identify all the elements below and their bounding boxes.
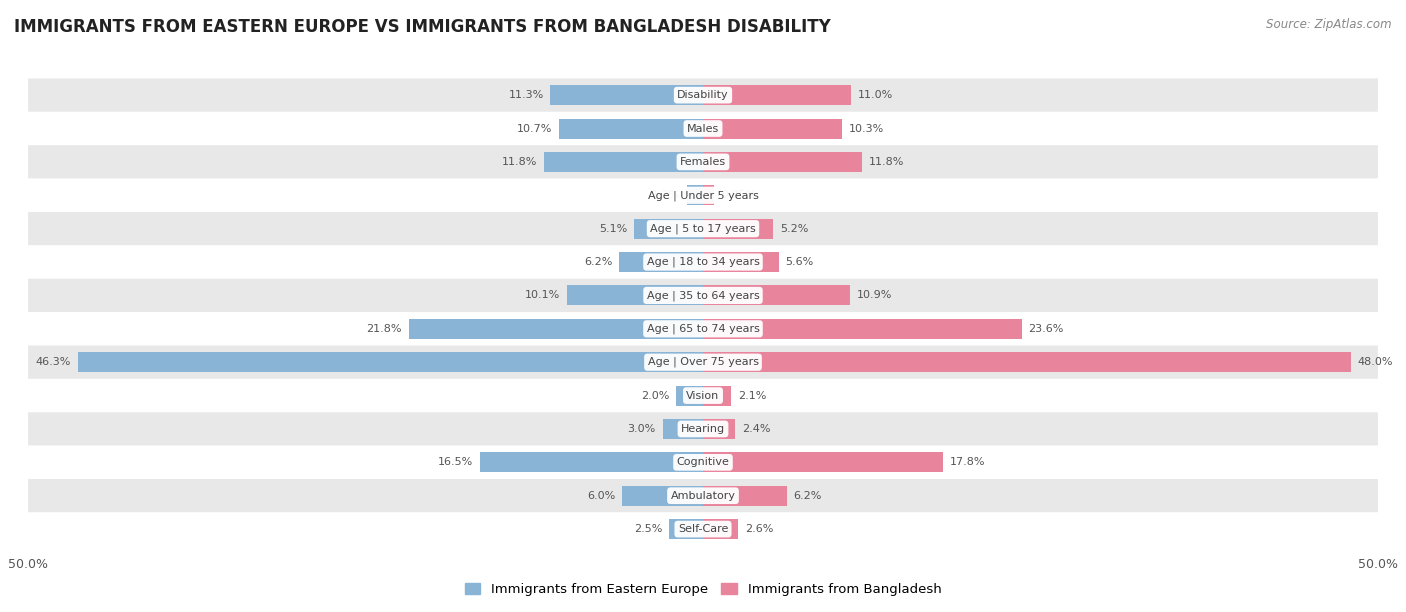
Bar (703, 386, 731, 406)
Bar (544, 152, 703, 172)
FancyBboxPatch shape (28, 312, 1378, 346)
Bar (551, 85, 703, 105)
Text: 6.0%: 6.0% (588, 491, 616, 501)
Text: 11.8%: 11.8% (502, 157, 537, 167)
Text: 16.5%: 16.5% (439, 457, 474, 468)
Text: 1.2%: 1.2% (651, 190, 681, 200)
FancyBboxPatch shape (28, 278, 1378, 312)
FancyBboxPatch shape (28, 212, 1378, 245)
FancyBboxPatch shape (28, 479, 1378, 512)
Bar (558, 119, 703, 138)
Text: 10.9%: 10.9% (856, 291, 893, 300)
Bar (703, 452, 943, 472)
FancyBboxPatch shape (28, 145, 1378, 179)
Text: 6.2%: 6.2% (793, 491, 823, 501)
Bar (621, 486, 703, 506)
Text: 2.5%: 2.5% (634, 524, 662, 534)
Text: 5.2%: 5.2% (780, 223, 808, 234)
Bar (79, 352, 703, 372)
Text: Vision: Vision (686, 390, 720, 401)
Bar (662, 419, 703, 439)
Text: 23.6%: 23.6% (1028, 324, 1064, 334)
Bar (634, 218, 703, 239)
Text: 11.3%: 11.3% (509, 90, 544, 100)
Bar (481, 452, 703, 472)
Bar (686, 185, 703, 205)
Text: 5.1%: 5.1% (599, 223, 627, 234)
Bar (567, 285, 703, 305)
Text: Age | 35 to 64 years: Age | 35 to 64 years (647, 290, 759, 300)
Bar (703, 352, 1351, 372)
Text: Age | Over 75 years: Age | Over 75 years (648, 357, 758, 367)
Text: Males: Males (688, 124, 718, 133)
Text: 48.0%: 48.0% (1358, 357, 1393, 367)
Text: 2.6%: 2.6% (745, 524, 773, 534)
Bar (703, 152, 862, 172)
FancyBboxPatch shape (28, 112, 1378, 145)
Text: 10.7%: 10.7% (516, 124, 551, 133)
FancyBboxPatch shape (28, 346, 1378, 379)
Text: 2.1%: 2.1% (738, 390, 766, 401)
Text: Cognitive: Cognitive (676, 457, 730, 468)
Text: 11.8%: 11.8% (869, 157, 904, 167)
Text: 10.3%: 10.3% (849, 124, 884, 133)
Bar (703, 185, 714, 205)
Text: 2.0%: 2.0% (641, 390, 669, 401)
Text: Age | 18 to 34 years: Age | 18 to 34 years (647, 257, 759, 267)
FancyBboxPatch shape (28, 179, 1378, 212)
Text: 2.4%: 2.4% (742, 424, 770, 434)
Text: 6.2%: 6.2% (583, 257, 613, 267)
Text: Source: ZipAtlas.com: Source: ZipAtlas.com (1267, 18, 1392, 31)
Text: Hearing: Hearing (681, 424, 725, 434)
Bar (703, 119, 842, 138)
FancyBboxPatch shape (28, 245, 1378, 278)
Text: Ambulatory: Ambulatory (671, 491, 735, 501)
Bar (669, 519, 703, 539)
Bar (676, 386, 703, 406)
Bar (703, 252, 779, 272)
Legend: Immigrants from Eastern Europe, Immigrants from Bangladesh: Immigrants from Eastern Europe, Immigran… (460, 578, 946, 602)
Text: 17.8%: 17.8% (950, 457, 986, 468)
Text: 3.0%: 3.0% (627, 424, 655, 434)
FancyBboxPatch shape (28, 412, 1378, 446)
Bar (409, 319, 703, 339)
FancyBboxPatch shape (28, 512, 1378, 546)
Text: 46.3%: 46.3% (37, 357, 72, 367)
Text: 10.1%: 10.1% (524, 291, 560, 300)
Text: IMMIGRANTS FROM EASTERN EUROPE VS IMMIGRANTS FROM BANGLADESH DISABILITY: IMMIGRANTS FROM EASTERN EUROPE VS IMMIGR… (14, 18, 831, 36)
Bar (703, 319, 1022, 339)
Text: Age | Under 5 years: Age | Under 5 years (648, 190, 758, 201)
Text: 0.85%: 0.85% (721, 190, 756, 200)
FancyBboxPatch shape (28, 379, 1378, 412)
FancyBboxPatch shape (28, 78, 1378, 112)
Bar (703, 419, 735, 439)
Text: Self-Care: Self-Care (678, 524, 728, 534)
Bar (703, 285, 851, 305)
Bar (619, 252, 703, 272)
FancyBboxPatch shape (28, 446, 1378, 479)
Text: Disability: Disability (678, 90, 728, 100)
Bar (703, 85, 852, 105)
Text: Age | 65 to 74 years: Age | 65 to 74 years (647, 324, 759, 334)
Text: 5.6%: 5.6% (786, 257, 814, 267)
Bar (703, 486, 787, 506)
Bar (703, 218, 773, 239)
Bar (703, 519, 738, 539)
Text: Age | 5 to 17 years: Age | 5 to 17 years (650, 223, 756, 234)
Text: 11.0%: 11.0% (858, 90, 893, 100)
Text: Females: Females (681, 157, 725, 167)
Text: 21.8%: 21.8% (367, 324, 402, 334)
